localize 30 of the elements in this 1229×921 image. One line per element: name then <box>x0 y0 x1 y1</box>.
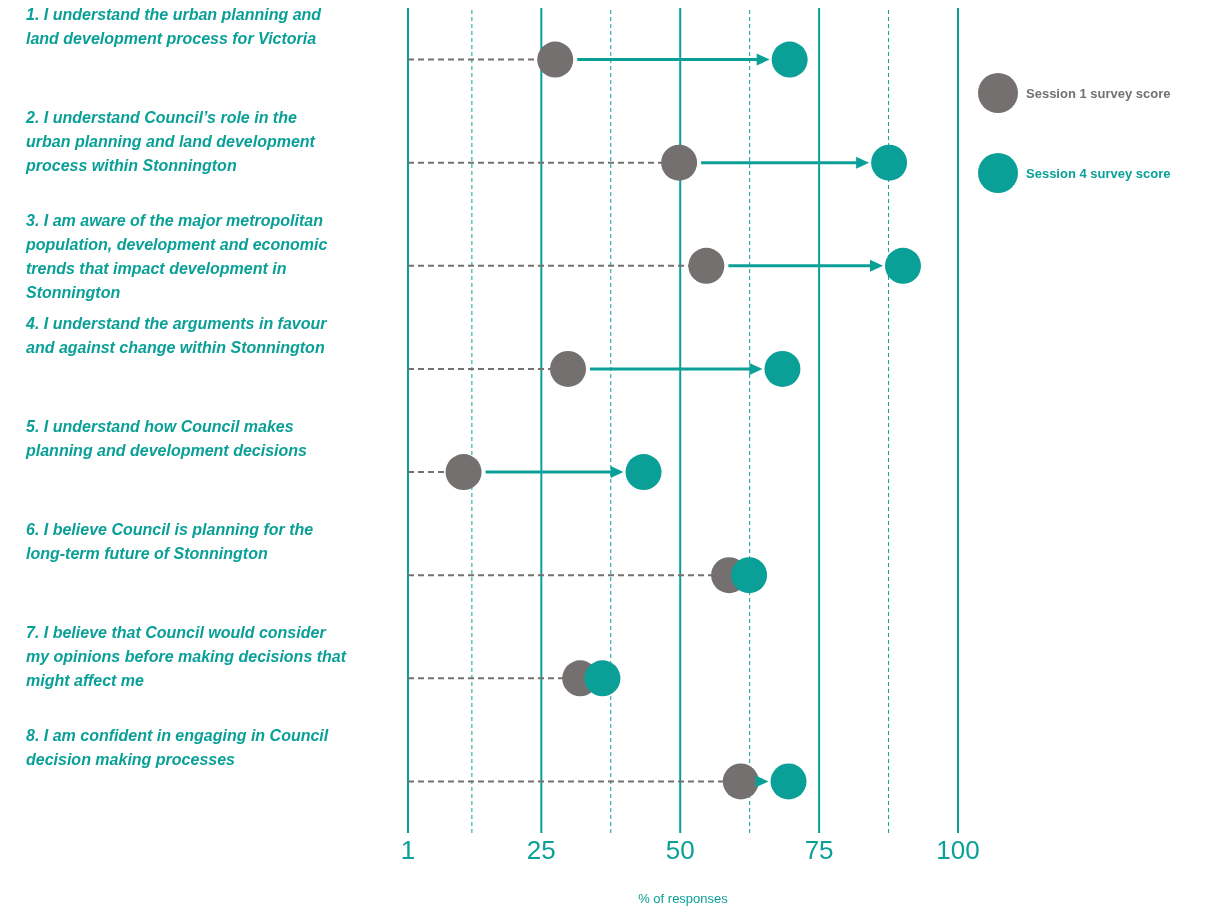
x-tick-label: 100 <box>936 835 980 866</box>
point <box>770 763 807 800</box>
text: Session 1 survey score <box>1026 85 1171 101</box>
x-axis-title: % of responses <box>638 891 729 906</box>
x-tick-label: 50 <box>665 835 695 866</box>
point <box>885 247 921 284</box>
text: Session 4 survey score <box>1026 165 1171 181</box>
point <box>688 247 725 284</box>
y-tick-label: 3. I am aware of the major metropolitan population, development and economic trends that impact development in Stonnington <box>25 211 328 301</box>
y-tick-label: 1. I understand the urban planning and land development process for Victoria <box>26 5 323 47</box>
point <box>584 660 621 697</box>
point <box>550 350 586 387</box>
point <box>625 454 662 491</box>
x-tick-label: 1 <box>400 835 416 866</box>
y-tick-label: 8. I am confident in engaging in Council decision making processes <box>26 727 329 769</box>
x-tick-label: 75 <box>804 835 834 866</box>
x-tick-label: 25 <box>526 835 556 866</box>
point <box>722 763 759 800</box>
point <box>661 144 698 181</box>
point <box>871 144 908 181</box>
y-tick-label: 5. I understand how Council makes planning and development decisions <box>25 418 308 460</box>
point <box>764 350 801 387</box>
y-tick-label: 7. I believe that Council would consider my opinions before making decisions that might affect me <box>26 624 347 690</box>
y-tick-label: 4. I understand the arguments in favour and against change within Stonnington <box>25 314 328 356</box>
point <box>771 41 808 78</box>
y-tick-label: 6. I believe Council is planning for the long-term future of Stonnington <box>26 521 314 563</box>
point <box>731 557 768 594</box>
point <box>537 41 574 78</box>
y-tick-label: 2. I understand Council’s role in the urban planning and land development process within Stonnington <box>25 108 316 174</box>
point <box>445 454 482 491</box>
